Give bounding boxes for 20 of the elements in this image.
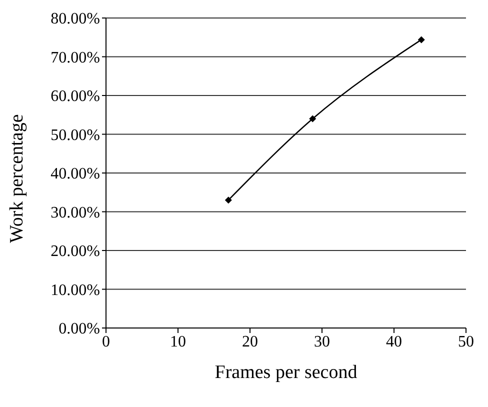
x-tick-label: 10 [170,333,186,350]
y-tick-label: 50.00% [50,126,100,144]
x-tick-label: 0 [102,333,110,350]
y-tick-label: 20.00% [50,243,100,260]
y-axis-title: Work percentage [6,114,28,243]
x-tick-label: 50 [458,333,474,350]
y-tick-label: 0.00% [58,320,100,338]
x-tick-label: 20 [242,333,258,350]
y-tick-label: 40.00% [50,166,100,183]
y-tick-label: 80.00% [50,10,100,28]
y-tick-label: 60.00% [50,88,100,106]
point [418,36,425,44]
point [224,196,232,204]
y-tick-label: 70.00% [50,49,100,66]
x-tick-label: 40 [386,333,402,350]
y-tick-label: 10.00% [50,282,100,299]
y-tick-label: 30.00% [50,204,100,222]
x-tick-label: 30 [314,333,330,350]
x-axis-title: Frames per second [214,362,358,383]
point [309,115,316,122]
